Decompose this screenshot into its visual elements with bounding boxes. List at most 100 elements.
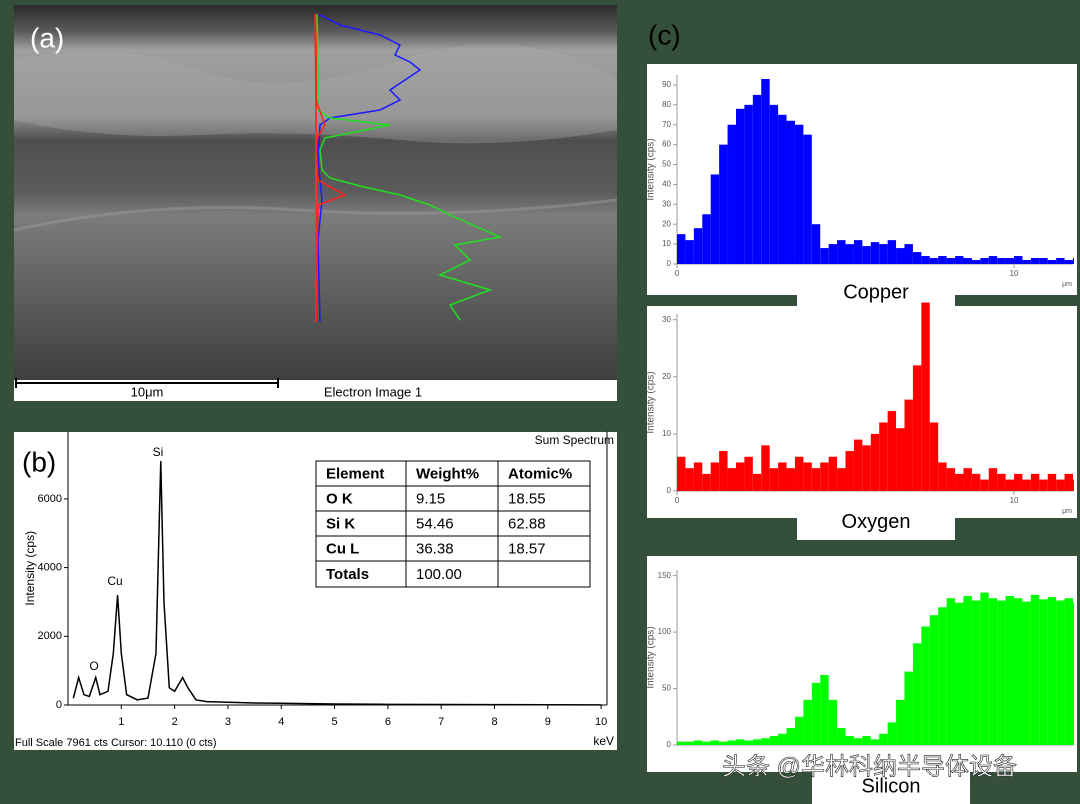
y-axis-label: Intensity (cps) (23, 531, 37, 606)
table-cell: Cu L (326, 540, 359, 557)
x-tick-label: 7 (438, 716, 444, 728)
bar (769, 735, 779, 745)
label-box (797, 280, 955, 306)
sem-edge (13, 198, 618, 232)
table-cell: 18.57 (508, 540, 546, 557)
bar (719, 741, 728, 745)
bar (980, 479, 989, 491)
bar (955, 256, 964, 264)
bar (761, 78, 770, 265)
y-tick-label: 100 (658, 627, 672, 636)
x-tick-label: 3 (225, 716, 231, 728)
y-tick-label: 10 (662, 239, 671, 248)
bar (862, 735, 871, 745)
bar (811, 682, 821, 745)
x-tick-label: 10 (595, 716, 607, 728)
y-tick-label: 70 (662, 120, 671, 129)
bar (971, 473, 981, 491)
bar (803, 462, 812, 491)
table-cell: 36.38 (416, 540, 454, 557)
label-box (812, 770, 970, 804)
bar (1056, 479, 1065, 491)
bar (1047, 473, 1057, 491)
bar (752, 473, 762, 491)
bar (938, 256, 947, 264)
bar (971, 600, 981, 745)
bar (1073, 479, 1074, 491)
chart-title: Copper (843, 281, 909, 303)
bar (786, 120, 795, 264)
bar (677, 741, 686, 745)
bar (853, 240, 863, 264)
bar (938, 607, 947, 745)
bar (820, 462, 829, 491)
bar (752, 739, 762, 745)
bar (963, 468, 972, 491)
bar (904, 399, 913, 491)
y-axis-label: Intensity (cps) (646, 626, 657, 688)
bar (702, 214, 711, 264)
bar (685, 468, 694, 491)
bar (794, 456, 804, 491)
bar (1039, 599, 1048, 745)
bar (744, 104, 753, 264)
bar (896, 428, 905, 491)
bar (997, 473, 1006, 491)
x-tick-label: 10 (1010, 496, 1019, 505)
peak-label: Cu (107, 574, 122, 588)
bar (1022, 260, 1031, 264)
chart-title: Sum Spectrum (535, 433, 614, 447)
bar (870, 739, 880, 745)
bar (921, 256, 930, 264)
bar (778, 733, 787, 745)
bar (921, 302, 930, 491)
bar (710, 740, 720, 745)
bar (845, 451, 854, 491)
y-axis-label: Intensity (cps) (646, 371, 657, 433)
x-unit: μm (1062, 508, 1072, 515)
bar (727, 740, 736, 745)
bar (988, 468, 998, 491)
bar (1056, 258, 1065, 264)
y-tick-label: 150 (658, 571, 672, 580)
bar (1039, 479, 1048, 491)
x-tick-label: 8 (491, 716, 497, 728)
bar (719, 451, 728, 491)
bar (853, 738, 863, 745)
bar (1073, 258, 1074, 264)
bar (887, 722, 897, 745)
watermark: 头条 @华林科纳半导体设备 (722, 753, 1017, 780)
y-tick-label: 20 (662, 372, 671, 381)
bar (761, 445, 770, 491)
bar (1014, 473, 1023, 491)
bar (820, 675, 829, 745)
table-cell: 18.55 (508, 490, 546, 507)
table-frame (315, 460, 591, 588)
x-axis-label: keV (593, 734, 614, 748)
bar (761, 738, 770, 745)
y-tick-label: 0 (56, 699, 62, 711)
bar (946, 598, 956, 745)
results-table: Element Weight% Atomic% O K 9.15 18.55 Si K 54.… (315, 460, 591, 588)
bar (735, 462, 745, 491)
table-cell: Si K (326, 515, 355, 532)
y-tick-label: 30 (662, 315, 671, 324)
bar (946, 258, 956, 264)
bar (693, 462, 703, 491)
bar (1039, 258, 1048, 264)
x-tick-label: 5 (332, 716, 338, 728)
bar (803, 134, 812, 264)
bar (710, 174, 720, 264)
bar (778, 114, 787, 264)
table-cell: 62.88 (508, 515, 546, 532)
bar (963, 258, 972, 264)
bar (769, 468, 779, 491)
bar (980, 258, 989, 264)
bar (955, 473, 964, 491)
bar (853, 439, 863, 491)
bar (980, 592, 989, 745)
panel-label: (c) (648, 19, 681, 50)
bar (837, 728, 846, 745)
table-cell: O K (326, 490, 353, 507)
